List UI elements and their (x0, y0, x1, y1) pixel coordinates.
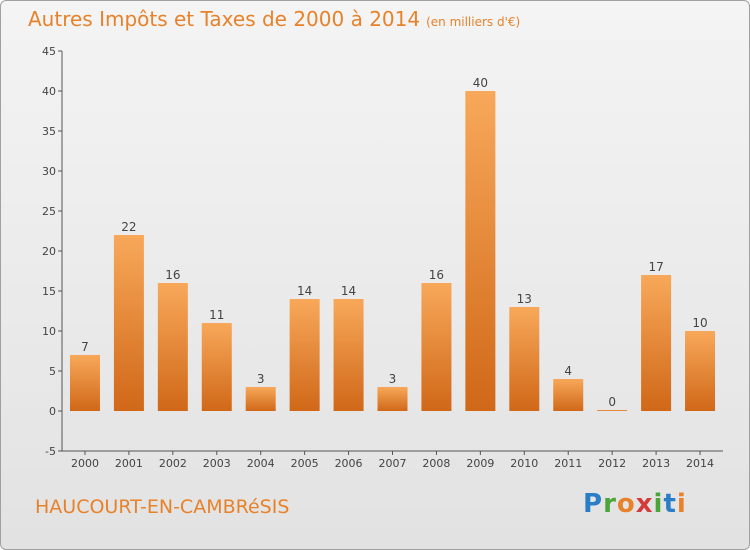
bar (157, 283, 188, 411)
x-tick-label: 2003 (203, 457, 231, 470)
bar-value-label: 16 (429, 268, 444, 282)
bar-value-label: 11 (209, 308, 224, 322)
x-tick-label: 2000 (71, 457, 99, 470)
bar-value-label: 17 (648, 260, 663, 274)
x-tick-label: 2006 (335, 457, 363, 470)
y-tick-label: -5 (45, 445, 56, 458)
proxiti-logo: Proxiti (583, 489, 687, 519)
x-tick-label: 2012 (598, 457, 626, 470)
bar-value-label: 7 (81, 340, 89, 354)
bar (597, 410, 628, 411)
bar (201, 323, 232, 411)
bar (69, 355, 100, 411)
x-tick-label: 2001 (115, 457, 143, 470)
bar-value-label: 3 (389, 372, 397, 386)
bar (509, 307, 540, 411)
y-tick-label: 0 (49, 405, 56, 418)
bar (465, 91, 496, 411)
y-tick-label: 40 (42, 85, 56, 98)
x-tick-label: 2013 (642, 457, 670, 470)
bar-value-label: 14 (341, 284, 356, 298)
x-tick-label: 2005 (291, 457, 319, 470)
bar-value-label: 3 (257, 372, 265, 386)
logo-letter: P (583, 489, 604, 519)
x-tick-label: 2002 (159, 457, 187, 470)
chart-title-text: Autres Impôts et Taxes de 2000 à 2014 (28, 7, 421, 31)
logo-letter: o (616, 489, 636, 519)
bar (641, 275, 672, 411)
x-tick-label: 2004 (247, 457, 275, 470)
chart-subtitle: (en milliers d'€) (426, 15, 521, 29)
bar-value-label: 16 (165, 268, 180, 282)
y-tick-label: 35 (42, 125, 56, 138)
bar-value-label: 10 (692, 316, 707, 330)
chart-title: Autres Impôts et Taxes de 2000 à 2014 (en… (28, 7, 520, 31)
y-tick-label: 5 (49, 365, 56, 378)
bar (553, 379, 584, 411)
logo-letter: t (663, 489, 677, 519)
bar-value-label: 0 (608, 395, 616, 409)
logo-letter: i (653, 489, 664, 519)
bar-value-label: 40 (473, 76, 488, 90)
bar (685, 331, 716, 411)
bar-value-label: 4 (564, 364, 572, 378)
bar (245, 387, 276, 411)
bar-value-label: 14 (297, 284, 312, 298)
x-tick-label: 2014 (686, 457, 714, 470)
y-tick-label: 30 (42, 165, 56, 178)
logo-letter: x (635, 489, 654, 519)
bar-value-label: 13 (517, 292, 532, 306)
bar (113, 235, 144, 411)
bar (377, 387, 408, 411)
x-tick-label: 2010 (510, 457, 538, 470)
bar (421, 283, 452, 411)
y-tick-label: 15 (42, 285, 56, 298)
x-tick-label: 2008 (422, 457, 450, 470)
logo-letter: r (603, 489, 617, 519)
bar (333, 299, 364, 411)
y-tick-label: 20 (42, 245, 56, 258)
y-tick-label: 25 (42, 205, 56, 218)
logo-letter: i (676, 489, 687, 519)
x-tick-label: 2007 (379, 457, 407, 470)
commune-name: HAUCOURT-EN-CAMBRéSIS (35, 496, 290, 518)
y-tick-label: 45 (42, 45, 56, 58)
x-tick-label: 2009 (466, 457, 494, 470)
bar-value-label: 22 (121, 220, 136, 234)
y-tick-label: 10 (42, 325, 56, 338)
x-tick-label: 2011 (554, 457, 582, 470)
bar (289, 299, 320, 411)
